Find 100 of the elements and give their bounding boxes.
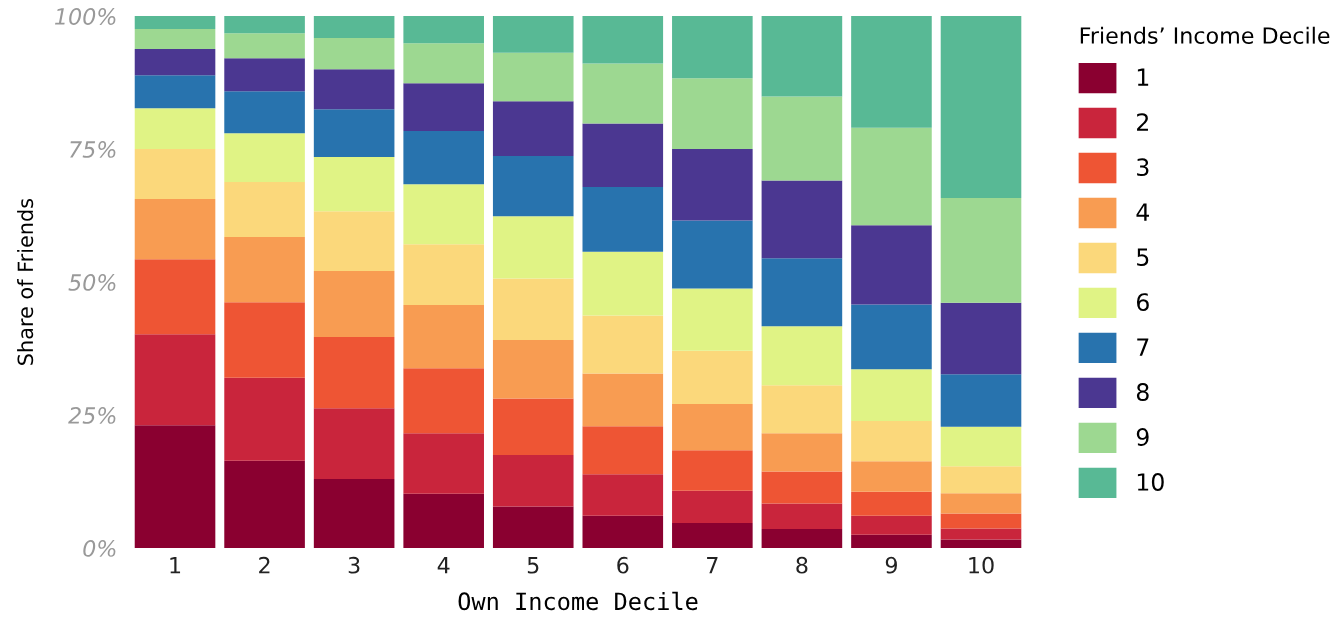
bar (403, 493, 484, 549)
bar (313, 270, 395, 337)
bar (940, 466, 1022, 494)
bar (761, 180, 843, 259)
bar (313, 109, 395, 158)
bar (313, 408, 395, 479)
bar (582, 474, 664, 516)
bar (940, 374, 1022, 427)
legend-label: 1 (1137, 68, 1149, 86)
bar (313, 37, 395, 70)
bar (582, 186, 664, 252)
bar (940, 513, 1022, 529)
bar (224, 133, 305, 183)
bar (492, 506, 574, 549)
bar (851, 225, 932, 305)
bar (761, 528, 843, 549)
legend-label: 10 (1137, 473, 1164, 491)
bar (134, 149, 216, 200)
bar (672, 490, 753, 524)
bar (492, 278, 574, 341)
bar (940, 528, 1022, 540)
bar (224, 33, 305, 59)
bar (672, 149, 753, 221)
bar (134, 425, 216, 549)
legend-title: Friends’ Income Decile (1080, 26, 1330, 44)
bar (851, 304, 932, 370)
bar (672, 288, 753, 351)
bar (224, 377, 305, 461)
legend-label: 4 (1136, 203, 1150, 221)
bar (313, 211, 395, 271)
bar (224, 16, 305, 34)
legend-label: 7 (1137, 338, 1149, 356)
bar (403, 244, 484, 305)
bar (313, 157, 395, 212)
legend-label: 3 (1137, 158, 1149, 177)
bar (672, 16, 753, 79)
bar (851, 369, 932, 421)
bar (492, 16, 574, 53)
x-tick-label: 4 (437, 557, 450, 574)
bar (940, 16, 1022, 199)
bar (403, 16, 484, 44)
legend-label: 5 (1137, 248, 1149, 267)
bar (224, 460, 305, 549)
x-tick-label: 10 (969, 556, 994, 574)
y-tick-label: 0% (83, 540, 116, 557)
x-tick-label: 7 (707, 557, 718, 574)
bar (851, 491, 932, 516)
bar (761, 258, 843, 327)
bar (403, 433, 484, 494)
bar (582, 63, 664, 124)
bar (582, 251, 664, 316)
bar (851, 515, 932, 535)
bar (134, 49, 216, 76)
bar (134, 199, 216, 260)
bar (224, 58, 305, 92)
bar (492, 454, 574, 507)
y-tick-label: 50% (68, 274, 116, 291)
bar (492, 156, 574, 217)
y-tick-label: 100% (54, 8, 116, 25)
x-tick-label: 1 (170, 557, 181, 574)
bar (582, 426, 664, 475)
bar (851, 16, 932, 128)
legend-label: 9 (1136, 428, 1149, 446)
bar (940, 539, 1022, 549)
bar (134, 334, 216, 426)
bar (492, 216, 574, 279)
bar (761, 96, 843, 181)
bar (224, 236, 305, 303)
bar (134, 259, 216, 335)
bar (851, 420, 932, 462)
bar (313, 336, 395, 409)
bar (224, 302, 305, 378)
bar (313, 16, 395, 38)
bar (582, 373, 664, 427)
x-axis-title: Own Income Decile (458, 591, 698, 611)
y-tick-label: 75% (70, 141, 116, 158)
bar (761, 385, 843, 434)
bar (313, 478, 395, 549)
y-axis-title: Share of Friends (17, 198, 34, 365)
bar (582, 16, 664, 64)
bar (672, 78, 753, 150)
x-tick-label: 9 (885, 556, 897, 574)
bar (672, 220, 753, 289)
bar (313, 69, 395, 110)
x-tick-label: 6 (617, 556, 629, 574)
bar (134, 28, 216, 50)
bar (492, 398, 574, 455)
bar (940, 198, 1022, 303)
x-tick-label: 3 (348, 556, 360, 574)
bar (761, 471, 843, 504)
bar (940, 302, 1022, 375)
bar (851, 534, 932, 549)
bar (672, 403, 753, 451)
bar (403, 184, 484, 245)
bar (582, 315, 664, 374)
legend-label: 8 (1136, 383, 1149, 401)
legend-label: 6 (1136, 293, 1149, 312)
bar (492, 101, 574, 157)
bar (851, 461, 932, 492)
bar (403, 131, 484, 185)
